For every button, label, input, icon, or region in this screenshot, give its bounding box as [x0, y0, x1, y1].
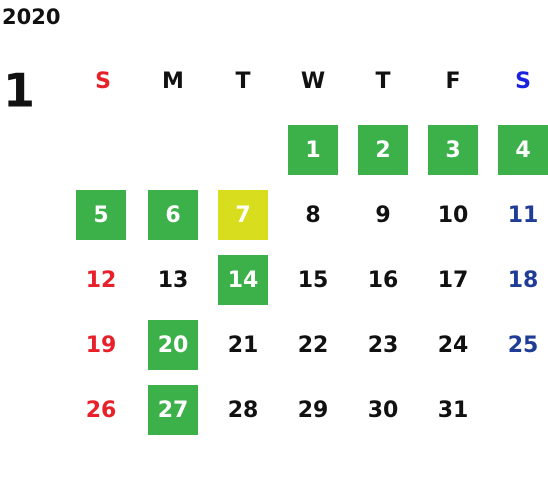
day-number: 1 [305, 138, 320, 163]
day-number: 24 [438, 333, 469, 358]
day-number: 6 [165, 203, 180, 228]
day-number: 7 [235, 203, 250, 228]
day-number: 27 [158, 398, 189, 423]
year: 2020 [2, 5, 60, 29]
day-highlight [218, 190, 268, 240]
day-number: 31 [438, 398, 469, 423]
day-highlight [148, 385, 198, 435]
day-number: 9 [375, 203, 390, 228]
day-highlight [498, 125, 548, 175]
day-number: 19 [86, 333, 117, 358]
weekday-label: W [301, 69, 325, 94]
day-number: 11 [508, 203, 539, 228]
month: 1 [3, 64, 35, 118]
day-highlight [148, 320, 198, 370]
weekday-label: M [162, 69, 184, 94]
day-highlight [76, 190, 126, 240]
day-number: 15 [298, 268, 329, 293]
weekday-label: T [375, 69, 390, 94]
day-number: 13 [158, 268, 189, 293]
day-number: 17 [438, 268, 469, 293]
weekday-label: S [515, 69, 531, 94]
day-number: 21 [228, 333, 259, 358]
day-number: 5 [93, 203, 108, 228]
weekday-label: F [445, 69, 460, 94]
day-number: 20 [158, 333, 189, 358]
day-number: 30 [368, 398, 399, 423]
day-number: 16 [368, 268, 399, 293]
day-number: 26 [86, 398, 117, 423]
day-highlight [358, 125, 408, 175]
day-number: 2 [375, 138, 390, 163]
day-number: 14 [228, 268, 259, 293]
day-number: 28 [228, 398, 259, 423]
day-number: 4 [515, 138, 530, 163]
day-number: 25 [508, 333, 539, 358]
day-number: 10 [438, 203, 469, 228]
day-number: 3 [445, 138, 460, 163]
weekday-label: T [235, 69, 250, 94]
weekday-label: S [95, 69, 111, 94]
day-highlight [148, 190, 198, 240]
day-number: 29 [298, 398, 329, 423]
day-number: 22 [298, 333, 329, 358]
day-number: 8 [305, 203, 320, 228]
day-highlight [288, 125, 338, 175]
day-number: 18 [508, 268, 539, 293]
day-highlight [428, 125, 478, 175]
day-number: 23 [368, 333, 399, 358]
day-number: 12 [86, 268, 117, 293]
day-highlight [218, 255, 268, 305]
